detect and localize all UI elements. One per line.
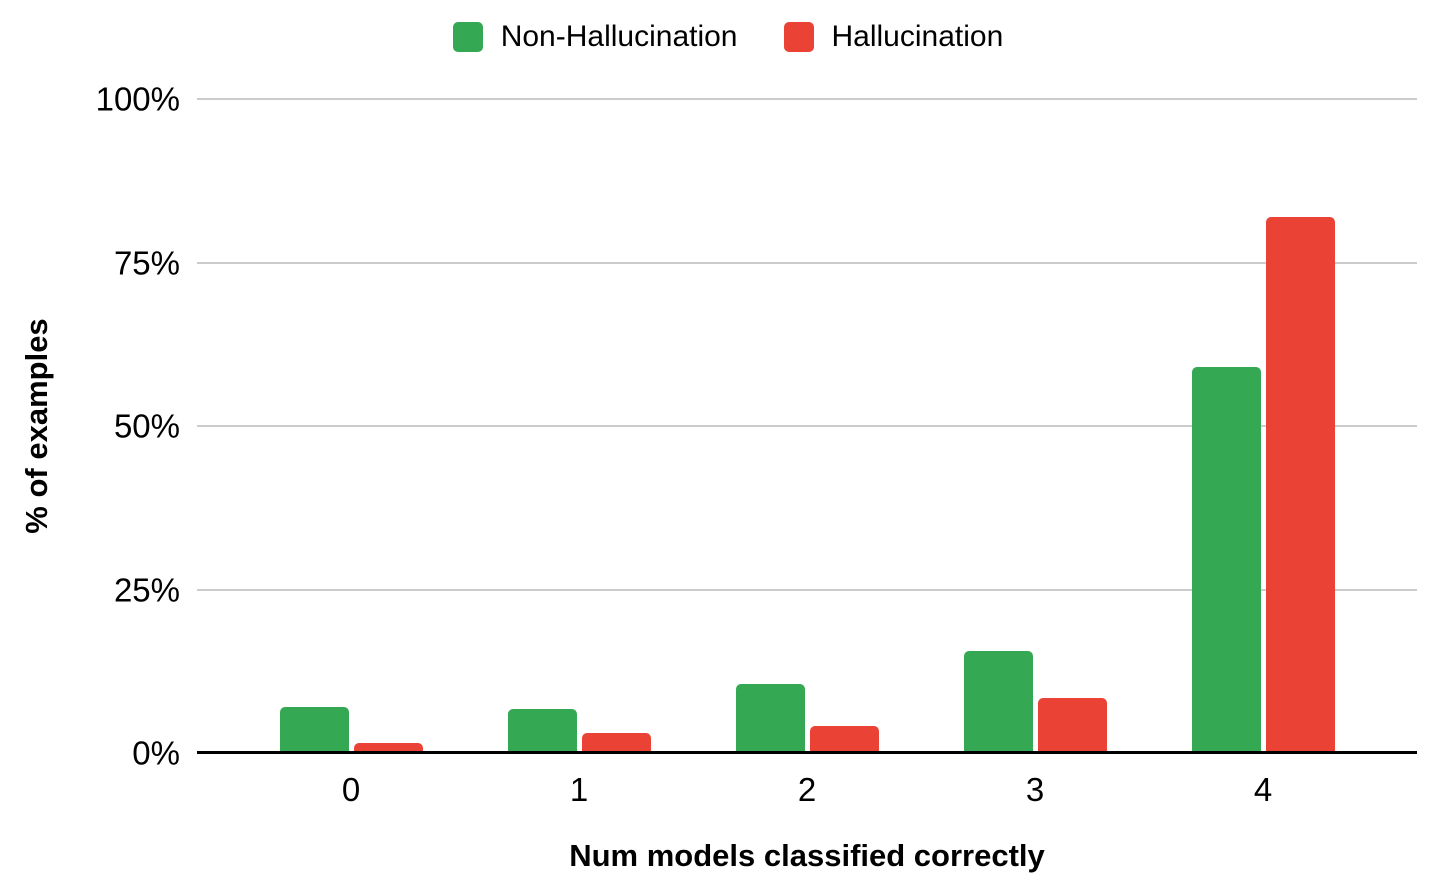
bar-hallucination-0 <box>353 743 423 753</box>
bar-hallucination-2 <box>809 725 879 753</box>
x-tick-label-2: 2 <box>797 771 817 808</box>
gridline-50% <box>197 425 1417 427</box>
legend-item-hallucination: Hallucination <box>783 20 1004 54</box>
legend-item-non-hallucination: Non-Hallucination <box>452 20 738 54</box>
bar-hallucination-4 <box>1265 216 1335 753</box>
x-axis-title: Num models classified correctly <box>569 838 1045 873</box>
gridline-100% <box>197 98 1417 100</box>
legend-label-hallucination: Hallucination <box>831 20 1004 53</box>
y-tick-label-25%: 25% <box>113 571 180 608</box>
bar-non-hallucination-1 <box>507 708 577 753</box>
bar-non-hallucination-2 <box>735 684 805 753</box>
bar-hallucination-3 <box>1037 698 1107 753</box>
bar-group-0 <box>237 99 465 753</box>
x-tick-label-0: 0 <box>341 771 361 808</box>
bar-groups <box>237 99 1377 753</box>
legend-swatch-non-hallucination-icon <box>452 22 483 52</box>
bar-non-hallucination-4 <box>1191 367 1261 753</box>
legend: Non-Hallucination Hallucination <box>0 20 1456 54</box>
bar-non-hallucination-0 <box>279 706 349 753</box>
bar-group-2 <box>693 99 921 753</box>
y-tick-labels: 0% 25% 50% 75% 100% <box>0 83 180 770</box>
legend-label-non-hallucination: Non-Hallucination <box>500 20 738 53</box>
legend-swatch-hallucination-icon <box>783 22 814 52</box>
y-tick-label-0%: 0% <box>132 734 180 772</box>
gridline-75% <box>197 261 1417 264</box>
y-tick-label-75%: 75% <box>113 244 180 281</box>
x-tick-label-1: 1 <box>569 771 589 808</box>
x-axis-line <box>197 751 1417 754</box>
bar-group-3 <box>921 99 1149 753</box>
bar-group-1 <box>465 99 693 753</box>
bar-hallucination-1 <box>581 733 651 753</box>
bar-non-hallucination-3 <box>963 650 1033 753</box>
x-tick-labels: 0 1 2 3 4 <box>237 772 1377 808</box>
x-tick-label-4: 4 <box>1253 771 1273 808</box>
y-tick-label-50%: 50% <box>113 407 180 445</box>
x-tick-label-3: 3 <box>1025 771 1045 808</box>
gridline-25% <box>197 588 1417 591</box>
y-tick-label-100%: 100% <box>95 80 180 118</box>
bar-group-4 <box>1149 99 1377 753</box>
plot-area <box>197 98 1417 754</box>
